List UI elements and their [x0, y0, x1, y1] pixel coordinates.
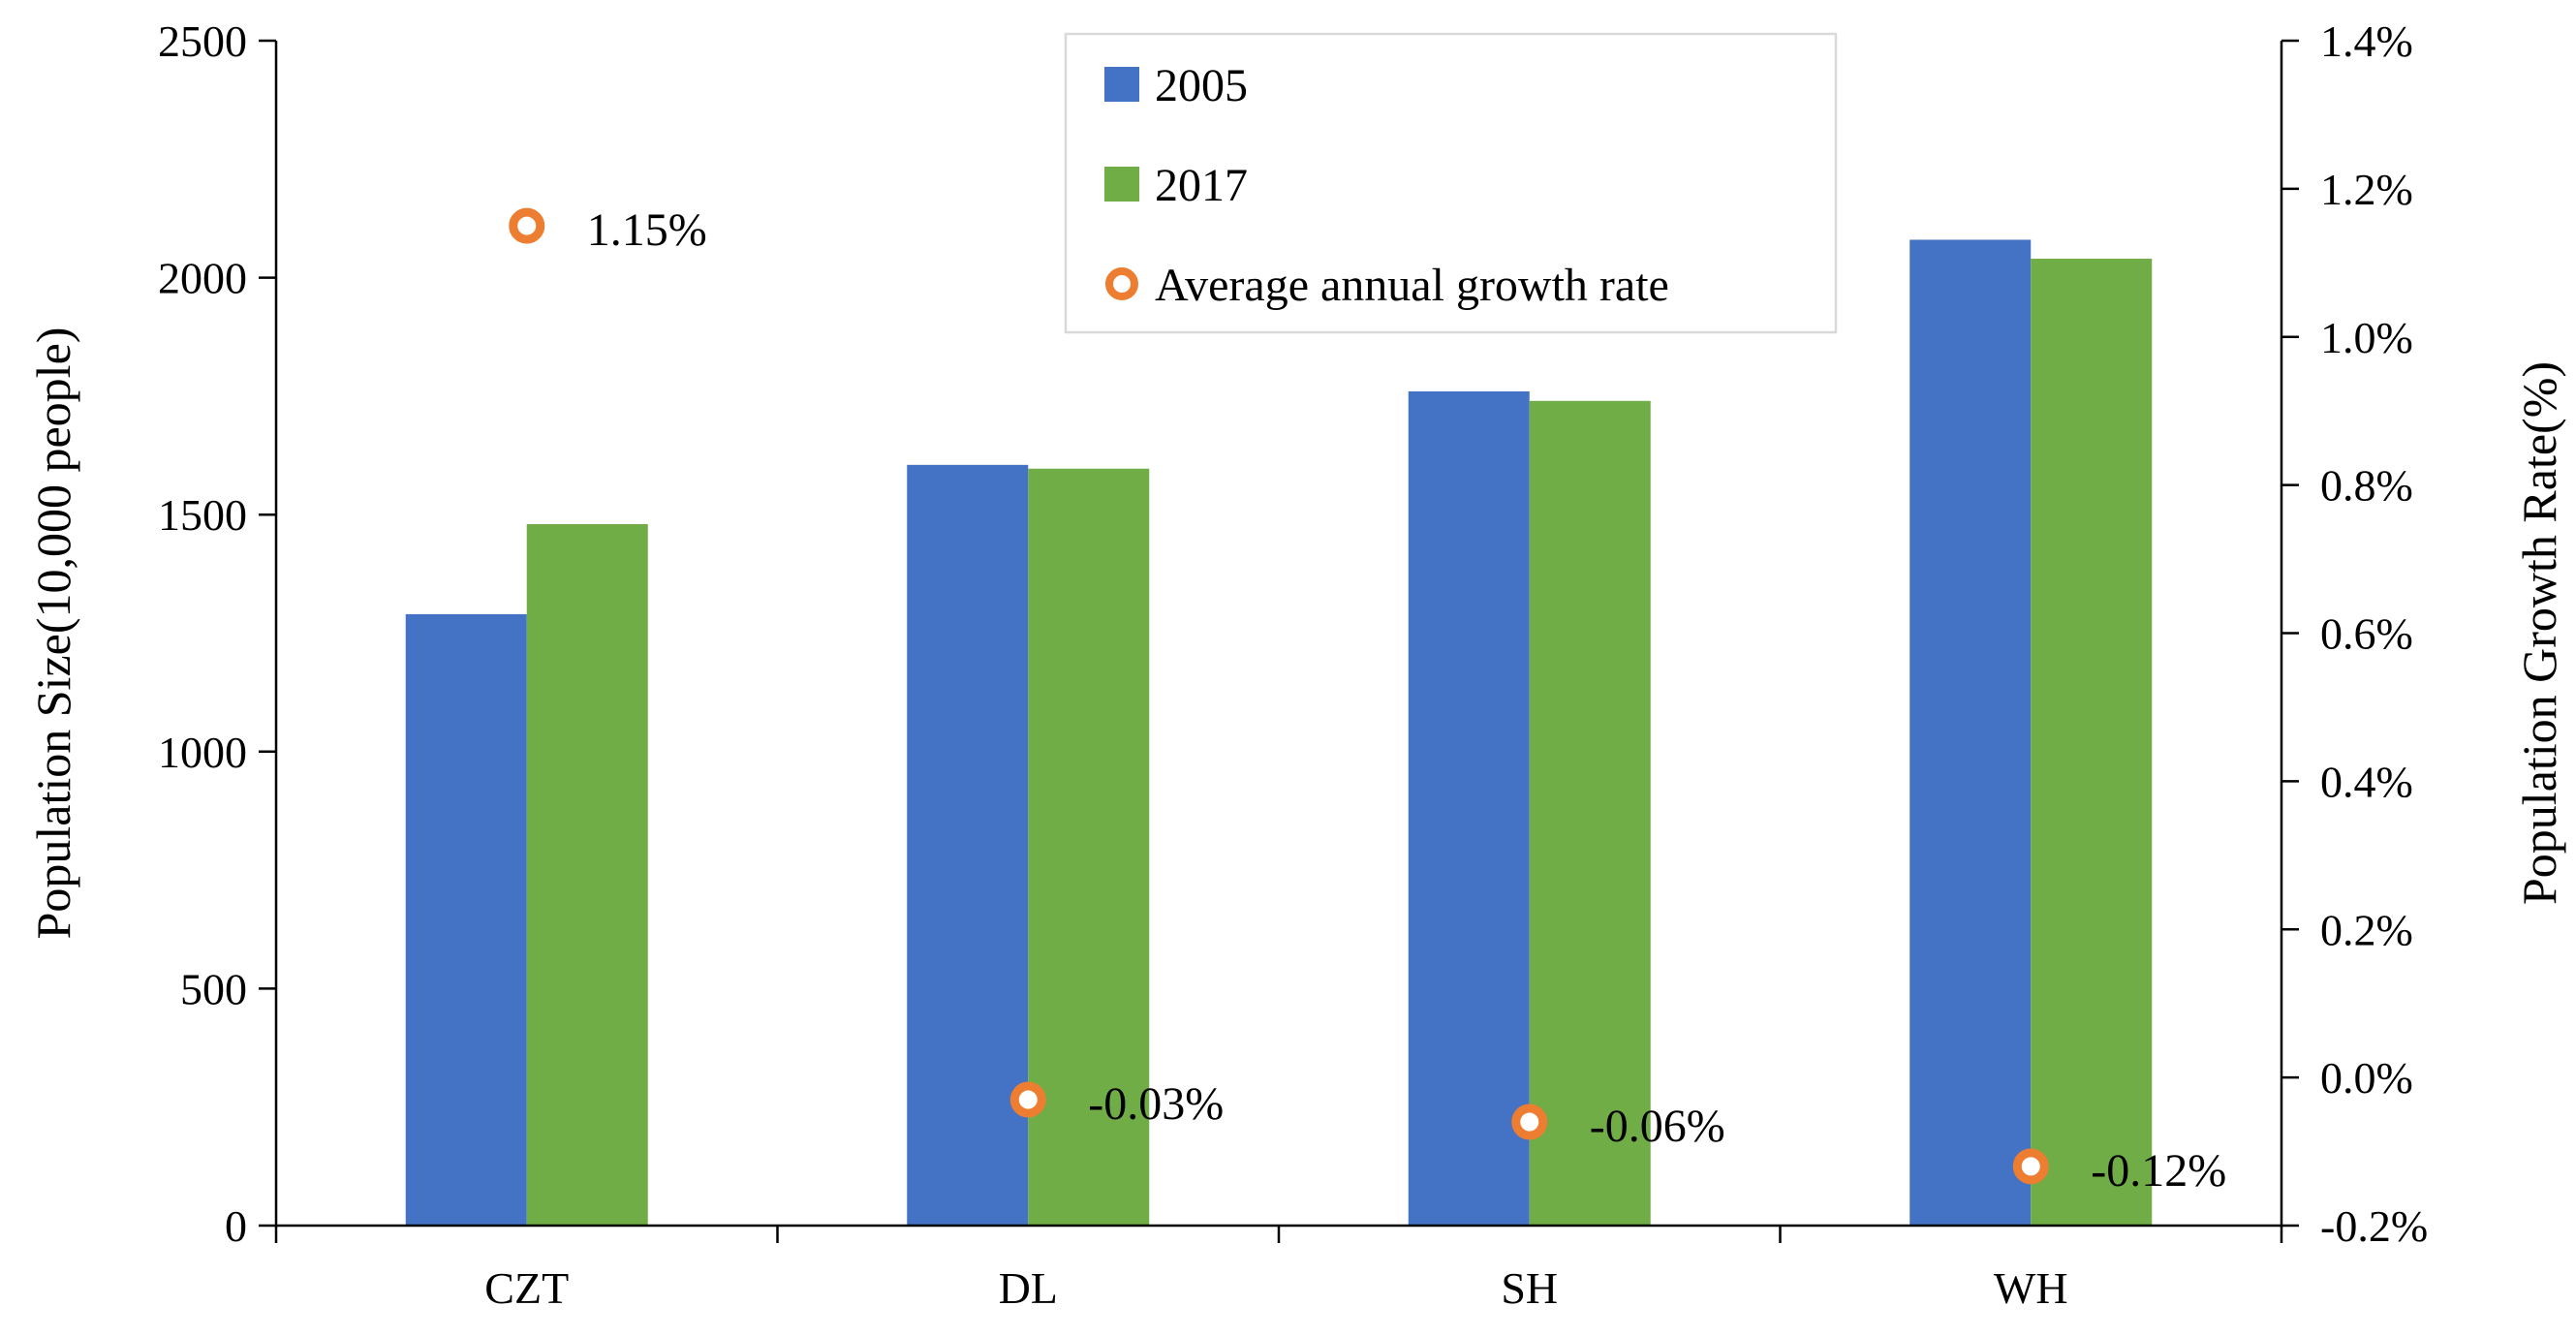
bar-czt-2005	[405, 613, 527, 1226]
growth-rate-point-dl	[1009, 1081, 1046, 1118]
points-layer: 1.15% -0.03% -0.06% -0.12%	[509, 204, 2226, 1197]
growth-rate-point-sh	[1511, 1104, 1548, 1140]
x-tick-label-dl: DL	[999, 1263, 1058, 1313]
right-tick-label: 0.2%	[2320, 905, 2413, 954]
legend: 2005 2017 Average annual growth rate	[1064, 32, 1838, 334]
bar-czt-2017	[526, 523, 648, 1226]
growth-rate-point-czt	[509, 207, 545, 244]
legend-swatch-2005	[1104, 67, 1139, 102]
bar-sh-2017	[1529, 400, 1651, 1226]
legend-label-2017: 2017	[1155, 160, 1248, 211]
left-axis-title: Population Size(10,000 people)	[26, 327, 80, 940]
bar-sh-2005	[1408, 391, 1530, 1226]
growth-rate-label-wh: -0.12%	[2091, 1145, 2226, 1197]
left-tick-label: 1500	[158, 490, 247, 540]
left-tick-label: 2500	[158, 16, 247, 66]
bar-wh-2005	[1909, 239, 2032, 1227]
growth-rate-label-czt: 1.15%	[587, 204, 707, 256]
legend-label-2005: 2005	[1155, 60, 1248, 111]
legend-label-growth-rate: Average annual growth rate	[1155, 260, 1669, 311]
growth-rate-point-wh	[2012, 1148, 2049, 1185]
bar-dl-2017	[1028, 468, 1150, 1227]
bar-dl-2005	[907, 464, 1029, 1227]
right-tick-label: 1.0%	[2320, 313, 2413, 362]
right-tick-label: 0.0%	[2320, 1053, 2413, 1103]
axes-layer: 0 500 1000 1500 2000 2500 -0.2% 0.0% 0.2% 0.4% 0.6…	[26, 16, 2566, 1313]
right-tick-label: 1.4%	[2320, 16, 2413, 66]
right-tick-label: 0.6%	[2320, 609, 2413, 659]
right-axis-title: Population Growth Rate(%)	[2512, 361, 2566, 905]
bar-wh-2017	[2031, 259, 2153, 1227]
growth-rate-label-sh: -0.06%	[1590, 1101, 1725, 1152]
growth-rate-label-dl: -0.03%	[1088, 1078, 1224, 1130]
legend-marker-growth-rate	[1105, 267, 1138, 300]
x-tick-label-wh: WH	[1994, 1263, 2068, 1313]
left-tick-label: 1000	[158, 728, 247, 777]
right-tick-label: 0.4%	[2320, 757, 2413, 806]
x-tick-label-sh: SH	[1501, 1263, 1558, 1313]
left-tick-label: 2000	[158, 254, 247, 303]
x-tick-label-czt: CZT	[484, 1263, 569, 1313]
left-tick-label: 0	[225, 1201, 247, 1251]
right-tick-label: 0.8%	[2320, 461, 2413, 511]
left-tick-label: 500	[180, 964, 247, 1013]
right-tick-label: 1.2%	[2320, 165, 2413, 214]
right-tick-label: -0.2%	[2320, 1201, 2428, 1251]
legend-box	[1064, 32, 1838, 334]
bars-layer	[405, 239, 2153, 1227]
legend-swatch-2017	[1104, 167, 1139, 202]
